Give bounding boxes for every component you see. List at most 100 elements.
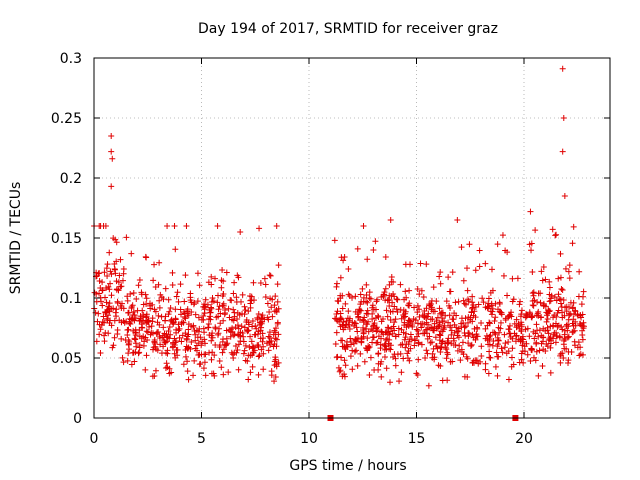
data-point <box>333 329 340 336</box>
data-point <box>101 332 108 339</box>
data-point <box>182 347 189 354</box>
data-point <box>165 296 172 303</box>
data-point <box>524 325 531 332</box>
data-point <box>547 340 554 347</box>
data-point <box>125 326 132 333</box>
data-point <box>93 272 100 279</box>
data-point <box>174 289 181 296</box>
data-point <box>238 298 245 305</box>
data-point <box>557 359 564 366</box>
data-point <box>472 267 479 274</box>
data-point <box>424 350 431 357</box>
data-point <box>131 335 138 342</box>
data-point <box>230 332 237 339</box>
data-point <box>429 316 436 323</box>
data-point <box>214 299 221 306</box>
data-point <box>502 340 509 347</box>
data-point <box>166 335 173 342</box>
data-point <box>407 345 414 352</box>
data-point <box>241 311 248 318</box>
data-point <box>240 333 247 340</box>
data-point <box>347 335 354 342</box>
data-point <box>402 344 409 351</box>
data-point <box>132 326 139 333</box>
data-point <box>108 183 115 190</box>
data-point <box>449 269 456 276</box>
data-point <box>346 315 353 322</box>
data-point <box>542 276 549 283</box>
data-point <box>220 346 227 353</box>
data-point <box>183 336 190 343</box>
data-point <box>443 298 450 305</box>
data-point <box>241 347 248 354</box>
data-point <box>346 325 353 332</box>
data-point <box>192 311 199 318</box>
data-point <box>413 326 420 333</box>
data-point <box>117 283 124 290</box>
data-point <box>545 330 552 337</box>
data-point <box>354 328 361 335</box>
data-point <box>188 308 195 315</box>
data-point <box>144 329 151 336</box>
data-point <box>437 269 444 276</box>
data-point <box>107 280 114 287</box>
data-point <box>167 317 174 324</box>
data-point <box>513 316 520 323</box>
data-point <box>226 314 233 321</box>
data-point <box>563 321 570 328</box>
data-point <box>566 262 573 269</box>
data-point <box>565 304 572 311</box>
data-point <box>530 328 537 335</box>
data-point <box>397 281 404 288</box>
data-point <box>547 297 554 304</box>
data-point <box>518 356 525 363</box>
data-point <box>234 315 241 322</box>
data-point <box>127 320 134 327</box>
data-point <box>565 357 572 364</box>
data-point <box>482 360 489 367</box>
data-point <box>418 324 425 331</box>
data-point <box>164 223 171 229</box>
data-point <box>185 331 192 338</box>
data-point <box>257 279 264 286</box>
data-point <box>367 354 374 361</box>
data-point <box>418 287 425 294</box>
data-point <box>484 337 491 344</box>
data-point <box>373 325 380 332</box>
data-point <box>253 325 260 332</box>
data-point <box>125 350 132 357</box>
grid <box>94 58 610 418</box>
data-point <box>365 344 372 351</box>
data-point <box>554 310 561 317</box>
data-point <box>234 322 241 329</box>
data-point <box>180 361 187 368</box>
data-point <box>219 293 226 300</box>
data-point <box>255 353 262 360</box>
data-point <box>486 333 493 340</box>
data-point <box>389 308 396 315</box>
data-point <box>437 328 444 335</box>
data-point <box>445 335 452 342</box>
data-point <box>165 311 172 318</box>
data-point <box>458 346 465 353</box>
data-point <box>188 338 195 345</box>
data-point <box>490 337 497 344</box>
data-point <box>392 333 399 340</box>
data-point <box>205 315 212 322</box>
data-point <box>425 382 432 389</box>
data-point <box>209 295 216 302</box>
data-point <box>236 332 243 339</box>
data-point <box>334 297 341 304</box>
data-point <box>438 344 445 351</box>
data-point <box>579 311 586 318</box>
data-point <box>429 327 436 334</box>
data-point <box>113 258 120 265</box>
data-point <box>378 373 385 380</box>
data-point <box>117 256 124 263</box>
data-point <box>392 316 399 323</box>
data-point <box>504 292 511 299</box>
data-point <box>178 338 185 345</box>
data-point <box>156 335 163 342</box>
data-point <box>130 289 137 296</box>
data-point <box>378 328 385 335</box>
